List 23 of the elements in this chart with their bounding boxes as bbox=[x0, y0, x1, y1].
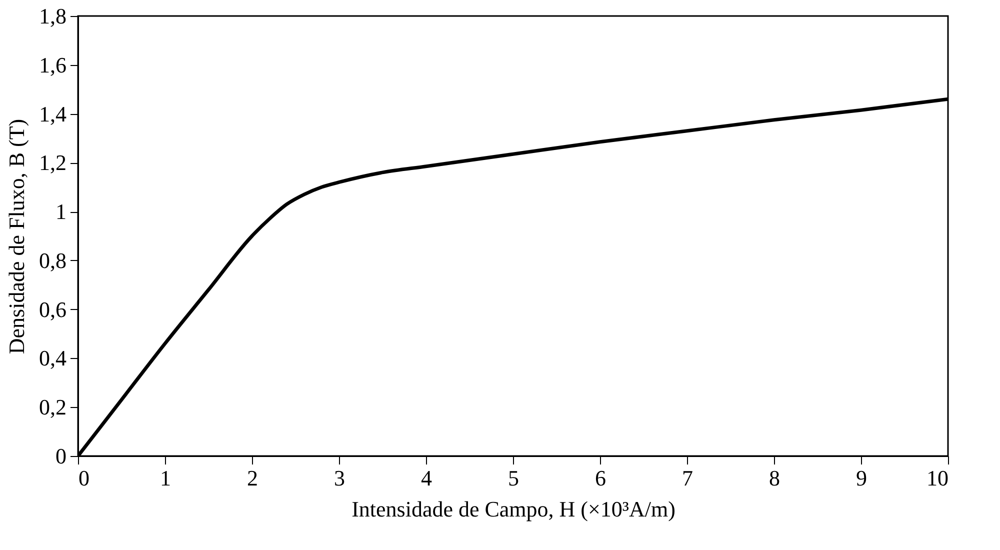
y-tick-label: 1,8 bbox=[39, 4, 66, 28]
y-tick-label: 1 bbox=[56, 199, 66, 224]
y-tick-label: 1,2 bbox=[39, 150, 66, 176]
y-tick-label: 0,8 bbox=[39, 248, 66, 273]
x-tick-label: 10 bbox=[926, 466, 948, 490]
x-tick-label: 1 bbox=[160, 466, 171, 490]
y-tick-label: 0,2 bbox=[39, 394, 66, 420]
y-tick-label: 0 bbox=[56, 444, 66, 468]
x-tick-label: 6 bbox=[595, 466, 606, 490]
x-axis-title: Intensidade de Campo, H (×10³A/m) bbox=[352, 496, 676, 522]
x-tick-label: 3 bbox=[334, 466, 345, 490]
x-tick-label: 9 bbox=[856, 466, 867, 490]
y-axis-title: Densidade de Fluxo, B (T) bbox=[4, 118, 29, 354]
x-tick-label: 4 bbox=[421, 466, 432, 490]
y-tick-label: 1,4 bbox=[39, 101, 66, 126]
y-tick-label: 0,4 bbox=[39, 346, 66, 371]
y-tick-label: 1,6 bbox=[39, 52, 66, 78]
x-tick-label: 0 bbox=[78, 466, 90, 490]
x-tick-label: 2 bbox=[247, 466, 258, 490]
y-tick-label: 0,6 bbox=[39, 296, 66, 322]
x-tick-label: 8 bbox=[769, 466, 780, 490]
x-tick-label: 7 bbox=[682, 466, 693, 490]
x-tick-label: 5 bbox=[508, 466, 519, 490]
